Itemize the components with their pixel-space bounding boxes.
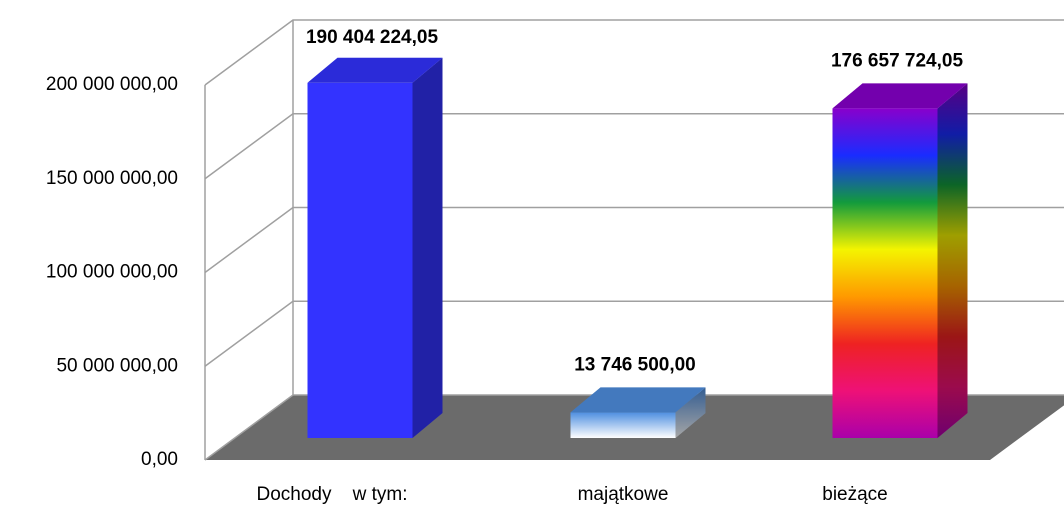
- bar: [832, 83, 968, 438]
- bar-top-shade: [307, 57, 443, 83]
- bar-front: [570, 412, 676, 438]
- bar-front: [307, 82, 413, 438]
- value-label: 176 657 724,05: [831, 50, 964, 71]
- grid-line: [204, 394, 1064, 461]
- value-label: 13 746 500,00: [574, 354, 696, 375]
- bar-top: [832, 83, 968, 109]
- y-tick-label: 0,00: [141, 449, 178, 470]
- bar-front: [832, 108, 938, 438]
- y-tick-label: 100 000 000,00: [46, 262, 178, 283]
- bar-side: [412, 57, 443, 438]
- bar-top: [570, 387, 706, 413]
- bar-side: [675, 387, 706, 438]
- bar-side-shade: [937, 83, 968, 438]
- bar-side-shade: [412, 57, 443, 438]
- bar-top-shade: [832, 83, 968, 109]
- y-tick-label: 200 000 000,00: [46, 74, 178, 95]
- grid-line: [204, 19, 1064, 86]
- y-tick-label: 150 000 000,00: [46, 168, 178, 189]
- bar: [307, 57, 443, 438]
- bar-side: [937, 83, 968, 438]
- bar-top: [307, 57, 443, 83]
- x-tick-label: majątkowe: [578, 484, 669, 505]
- bar-top-shade: [570, 387, 706, 413]
- grid-line: [204, 300, 1064, 367]
- grid-line: [204, 113, 1064, 180]
- value-label: 190 404 224,05: [306, 27, 439, 48]
- x-tick-label: Dochody w tym:: [257, 484, 408, 505]
- bar-side-shade: [675, 387, 706, 438]
- y-tick-label: 50 000 000,00: [56, 355, 178, 376]
- bar: [570, 387, 706, 438]
- grid-line: [204, 206, 1064, 274]
- x-tick-label: bieżące: [822, 484, 888, 505]
